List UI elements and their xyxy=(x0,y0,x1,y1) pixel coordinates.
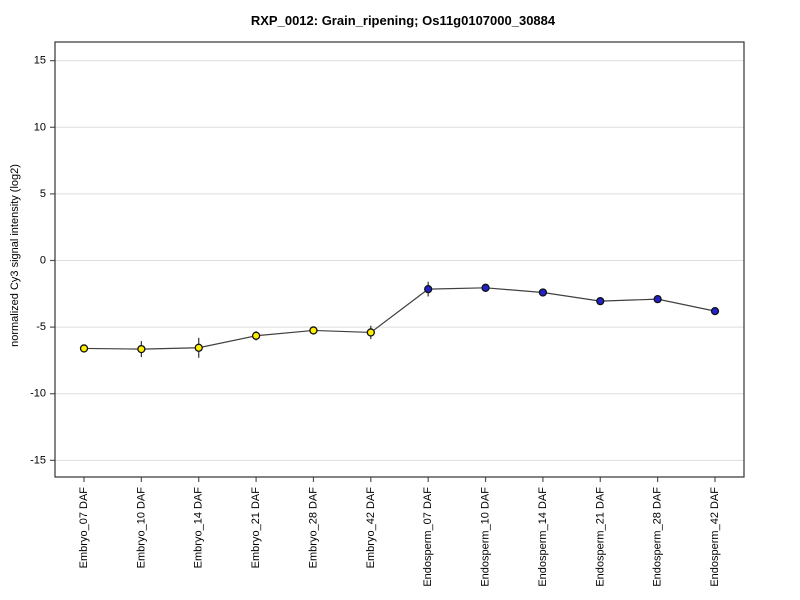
x-tick-label: Embryo_28 DAF xyxy=(307,487,319,569)
x-tick-label: Embryo_42 DAF xyxy=(365,487,377,569)
y-tick-label: -10 xyxy=(30,388,46,400)
y-tick-label: 10 xyxy=(34,121,46,133)
data-point-Embryo_14-DAF xyxy=(194,343,203,352)
x-tick-label: Endosperm_42 DAF xyxy=(709,487,721,587)
x-tick-label: Embryo_10 DAF xyxy=(135,487,147,569)
x-tick-label: Endosperm_28 DAF xyxy=(652,487,664,587)
data-point-Endosperm_07-DAF xyxy=(424,284,433,294)
data-point-Embryo_10-DAF xyxy=(137,344,146,354)
data-point-Endosperm_42-DAF xyxy=(710,306,720,316)
x-tick-label: Endosperm_14 DAF xyxy=(537,487,549,587)
data-point-Embryo_28-DAF xyxy=(309,326,318,335)
series-line xyxy=(83,287,716,350)
y-tick-label: 0 xyxy=(40,254,46,266)
plot-frame xyxy=(54,41,745,478)
chart-title: RXP_0012: Grain_ripening; Os11g0107000_3… xyxy=(251,13,556,28)
x-tick-label: Endosperm_10 DAF xyxy=(480,487,492,587)
x-tick-label: Embryo_14 DAF xyxy=(193,487,205,569)
y-tick-label: -5 xyxy=(36,321,46,333)
data-point-Embryo_42-DAF xyxy=(366,328,375,337)
data-point-Endosperm_28-DAF xyxy=(653,294,662,304)
x-tick-label: Endosperm_21 DAF xyxy=(594,487,606,587)
data-point-Embryo_07-DAF xyxy=(79,344,89,353)
x-tick-label: Embryo_21 DAF xyxy=(250,487,262,569)
data-point-Endosperm_14-DAF xyxy=(538,288,548,297)
y-axis-label: normalized Cy3 signal intensity (log2) xyxy=(9,164,21,347)
x-tick-label: Endosperm_07 DAF xyxy=(422,487,434,587)
y-tick-label: -15 xyxy=(30,454,46,466)
data-point-Endosperm_21-DAF xyxy=(596,296,605,306)
y-tick-label: 15 xyxy=(34,55,46,67)
data-point-Endosperm_10-DAF xyxy=(481,283,490,292)
y-tick-label: 5 xyxy=(40,188,46,200)
data-point-Embryo_21-DAF xyxy=(251,331,261,340)
x-tick-label: Embryo_07 DAF xyxy=(78,487,90,569)
